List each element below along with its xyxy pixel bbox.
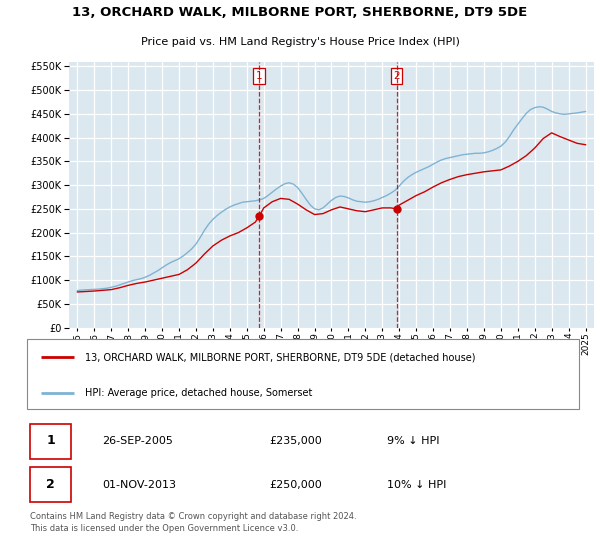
Text: 01-NOV-2013: 01-NOV-2013 bbox=[102, 480, 176, 489]
Text: 2: 2 bbox=[393, 71, 400, 81]
Text: 26-SEP-2005: 26-SEP-2005 bbox=[102, 436, 173, 446]
Text: 13, ORCHARD WALK, MILBORNE PORT, SHERBORNE, DT9 5DE (detached house): 13, ORCHARD WALK, MILBORNE PORT, SHERBOR… bbox=[85, 352, 476, 362]
Text: HPI: Average price, detached house, Somerset: HPI: Average price, detached house, Some… bbox=[85, 388, 313, 398]
Text: Contains HM Land Registry data © Crown copyright and database right 2024.
This d: Contains HM Land Registry data © Crown c… bbox=[29, 512, 356, 533]
Text: £250,000: £250,000 bbox=[269, 480, 322, 489]
Text: 13, ORCHARD WALK, MILBORNE PORT, SHERBORNE, DT9 5DE: 13, ORCHARD WALK, MILBORNE PORT, SHERBOR… bbox=[73, 6, 527, 20]
Text: 1: 1 bbox=[256, 71, 263, 81]
Text: Price paid vs. HM Land Registry's House Price Index (HPI): Price paid vs. HM Land Registry's House … bbox=[140, 38, 460, 48]
Text: 2: 2 bbox=[46, 478, 55, 491]
Text: 9% ↓ HPI: 9% ↓ HPI bbox=[387, 436, 439, 446]
FancyBboxPatch shape bbox=[29, 424, 71, 459]
Text: 10% ↓ HPI: 10% ↓ HPI bbox=[387, 480, 446, 489]
FancyBboxPatch shape bbox=[29, 467, 71, 502]
FancyBboxPatch shape bbox=[27, 339, 579, 409]
Text: £235,000: £235,000 bbox=[269, 436, 322, 446]
Text: 1: 1 bbox=[46, 434, 55, 447]
